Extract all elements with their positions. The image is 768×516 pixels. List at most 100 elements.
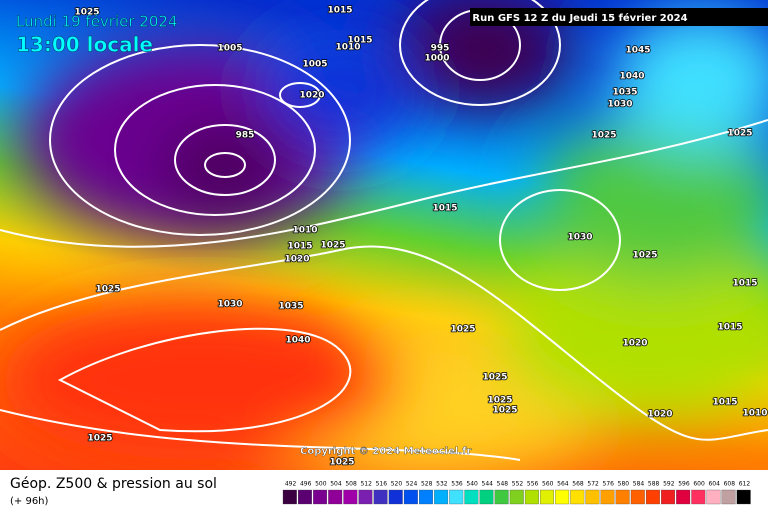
legend-label: 532 xyxy=(436,481,448,488)
legend-swatch xyxy=(403,489,418,505)
legend-swatch xyxy=(706,489,721,505)
isobar-label: 1025 xyxy=(450,325,475,335)
isobar-label: 1025 xyxy=(487,396,512,406)
legend-label: 608 xyxy=(724,481,736,488)
isobar-label: 1015 xyxy=(432,204,457,214)
legend-label: 540 xyxy=(466,481,478,488)
legend-swatch xyxy=(524,489,539,505)
legend-swatch xyxy=(509,489,524,505)
isobar-label: 1040 xyxy=(619,72,644,82)
isobar-label: 1025 xyxy=(632,251,657,261)
legend-label: 552 xyxy=(512,481,524,488)
legend-label: 520 xyxy=(391,481,403,488)
legend-label: 576 xyxy=(603,481,615,488)
time-label: 13:00 locale xyxy=(16,33,153,57)
legend-swatch xyxy=(585,489,600,505)
isobar-label: 1025 xyxy=(74,8,99,18)
run-box xyxy=(470,8,768,26)
isobar-label: 1030 xyxy=(217,300,242,310)
legend-label: 496 xyxy=(300,481,312,488)
legend-swatch xyxy=(555,489,570,505)
legend-label: 604 xyxy=(708,481,720,488)
isobar-lines xyxy=(0,0,768,460)
legend-swatch xyxy=(494,489,509,505)
legend-swatch xyxy=(282,489,297,505)
legend-label: 568 xyxy=(572,481,584,488)
isobar-label: 1010 xyxy=(335,43,360,53)
isobar-label: 1025 xyxy=(87,434,112,444)
legend-swatch xyxy=(358,489,373,505)
legend-swatch xyxy=(419,489,433,505)
isobar-label: 1040 xyxy=(285,336,310,346)
isobar-label: 1025 xyxy=(95,285,120,295)
legend-label: 548 xyxy=(497,481,509,488)
copyright: Copyright © 2024 Meteociel.fr xyxy=(300,446,471,457)
legend-swatch xyxy=(464,489,479,505)
isobar-label: 1025 xyxy=(591,131,616,141)
date-label: Lundi 19 février 2024 xyxy=(16,13,177,31)
legend-swatch xyxy=(600,489,615,505)
legend-label: 504 xyxy=(330,481,342,488)
legend-swatch xyxy=(645,489,660,505)
isobar-label: 1015 xyxy=(732,279,757,289)
legend-swatch xyxy=(373,489,388,505)
legend-swatch xyxy=(630,489,645,505)
isobar-label: 1015 xyxy=(717,323,742,333)
isobar-label: 1025 xyxy=(482,373,507,383)
footer-title: Géop. Z500 & pression au sol xyxy=(10,476,217,492)
isobar-label: 1025 xyxy=(320,241,345,251)
run-label: Run GFS 12 Z du Jeudi 15 février 2024 xyxy=(472,12,687,24)
isobar-label: 985 xyxy=(236,131,255,141)
legend-swatch xyxy=(721,489,736,505)
legend-label: 556 xyxy=(527,481,539,488)
isobar-label: 1015 xyxy=(712,398,737,408)
legend-swatch xyxy=(676,489,691,505)
footer-lead: (+ 96h) xyxy=(10,496,49,507)
isobar-label: 1015 xyxy=(347,36,372,46)
legend-label: 580 xyxy=(618,481,630,488)
isobar-label: 1035 xyxy=(612,88,637,98)
legend-swatch xyxy=(297,489,312,505)
isobar-label: 1030 xyxy=(607,100,632,110)
legend-swatch xyxy=(479,489,494,505)
legend-swatch xyxy=(343,489,358,505)
isobar-label: 1025 xyxy=(727,129,752,139)
legend-label: 516 xyxy=(376,481,388,488)
legend-swatch xyxy=(570,489,585,505)
isobar-label: 1010 xyxy=(742,409,767,419)
isobar-label: 1015 xyxy=(287,242,312,252)
legend-swatch xyxy=(691,489,706,505)
legend-swatch xyxy=(661,489,676,505)
isobar-label: 1020 xyxy=(622,339,647,349)
legend-swatch xyxy=(615,489,630,505)
legend-label: 528 xyxy=(421,481,433,488)
legend-swatch xyxy=(313,489,328,505)
legend-label: 592 xyxy=(663,481,675,488)
legend-label: 544 xyxy=(482,481,494,488)
legend-label: 492 xyxy=(285,481,297,488)
isobar-label: 1045 xyxy=(625,46,650,56)
legend-label: 564 xyxy=(557,481,569,488)
legend-label: 560 xyxy=(542,481,554,488)
legend-swatch xyxy=(388,489,403,505)
isobar-label: 1000 xyxy=(424,54,449,64)
legend-swatch xyxy=(736,489,751,505)
legend-swatch xyxy=(449,489,464,505)
isobar-label: 1035 xyxy=(278,302,303,312)
isobar-label: 1010 xyxy=(292,226,317,236)
legend-label: 524 xyxy=(406,481,418,488)
legend-label: 536 xyxy=(451,481,463,488)
isobar-label: 1020 xyxy=(299,91,324,101)
legend-label: 512 xyxy=(360,481,372,488)
isobar-label: 1020 xyxy=(647,410,672,420)
isobar-label: 1005 xyxy=(217,44,242,54)
legend-swatch xyxy=(434,489,449,505)
isobar-label: 1030 xyxy=(567,233,592,243)
legend-label: 508 xyxy=(345,481,357,488)
legend-label: 596 xyxy=(678,481,690,488)
legend-label: 588 xyxy=(648,481,660,488)
isobar-label: 1025 xyxy=(329,458,354,468)
map-field xyxy=(0,0,768,480)
legend-swatch xyxy=(328,489,343,505)
